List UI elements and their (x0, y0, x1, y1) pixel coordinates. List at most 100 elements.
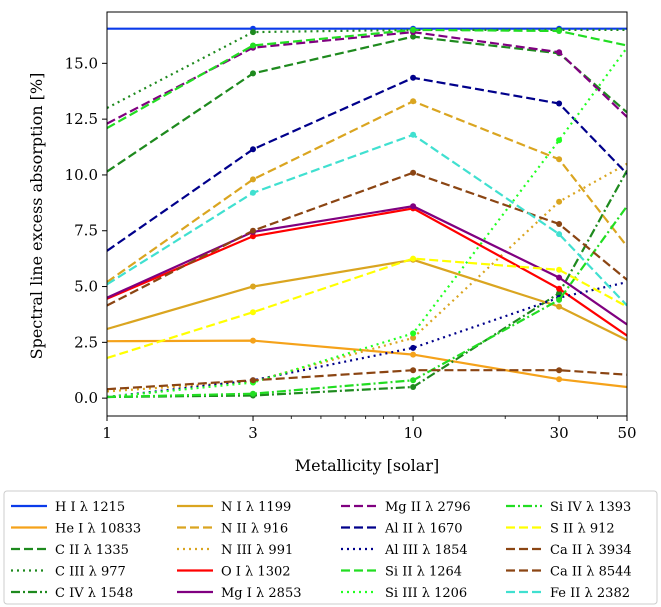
legend-frame (3, 490, 658, 605)
series-3 (107, 26, 627, 109)
legend-item: Ca II λ 8544 (506, 565, 632, 580)
series-6 (107, 98, 627, 283)
data-point (556, 367, 563, 374)
data-point (250, 233, 256, 240)
x-tick-label: 10 (404, 424, 423, 442)
legend-item: C II λ 1335 (11, 543, 129, 558)
plot-frame (106, 11, 628, 417)
legend: H I λ 1215 He I λ 10833 C II λ 1335 C III λ… (3, 490, 658, 605)
data-point (250, 70, 256, 77)
series-line (107, 171, 627, 307)
series-0 (107, 25, 627, 32)
data-point (410, 203, 417, 210)
data-point (556, 376, 563, 383)
legend-item: Ca II λ 3934 (506, 543, 632, 558)
data-point (250, 176, 256, 183)
legend-item: Si II λ 1264 (341, 565, 462, 580)
data-point (410, 351, 417, 358)
data-point (410, 169, 417, 176)
y-tick-label: 0.0 (74, 389, 98, 407)
data-point (556, 49, 563, 56)
data-point (410, 26, 417, 33)
legend-label: Si III λ 1206 (385, 586, 467, 601)
legend-item: O I λ 1302 (177, 565, 291, 580)
data-point (250, 227, 256, 234)
series-line (107, 100, 627, 283)
series-7 (107, 162, 627, 393)
series-line (107, 281, 627, 399)
legend-item: Al II λ 1670 (341, 522, 463, 537)
y-tick-label: 15.0 (65, 54, 98, 72)
series-16 (107, 255, 627, 360)
series-line (107, 47, 627, 399)
data-point (556, 231, 563, 238)
data-point (250, 189, 256, 196)
data-point (556, 137, 563, 144)
legend-item: Fe II λ 2382 (506, 586, 630, 601)
data-point (556, 303, 563, 310)
data-point (410, 367, 417, 374)
legend-label: N III λ 991 (221, 543, 293, 558)
y-tick-label: 12.5 (65, 110, 98, 128)
data-point (410, 74, 417, 81)
x-axis-label: Metallicity [solar] (295, 456, 439, 475)
legend-item: He I λ 10833 (11, 522, 141, 537)
legend-item: Mg II λ 2796 (341, 500, 471, 515)
y-tick-label: 7.5 (74, 222, 98, 240)
x-axis-ticks: 1 3 10 30 50 (102, 416, 637, 442)
y-axis-ticks: 0.0 2.5 5.0 7.5 10.0 12.5 15.0 (65, 54, 107, 407)
legend-label: O I λ 1302 (221, 565, 291, 580)
legend-label: C II λ 1335 (55, 543, 129, 558)
series-11 (107, 74, 627, 252)
data-point (410, 344, 417, 351)
series-4 (107, 169, 627, 399)
data-point (556, 266, 563, 273)
legend-item: H I λ 1215 (11, 500, 125, 515)
plot-area (106, 11, 628, 417)
data-point (250, 390, 256, 397)
legend-label: Ca II λ 3934 (550, 543, 632, 558)
data-point (556, 221, 563, 227)
legend-label: Mg I λ 2853 (221, 586, 302, 601)
data-point (410, 255, 417, 262)
data-point (410, 377, 417, 384)
y-tick-label: 2.5 (74, 333, 98, 351)
data-point (250, 309, 256, 316)
legend-label: C IV λ 1548 (55, 586, 133, 601)
data-point (556, 156, 563, 163)
x-tick-label: 50 (617, 424, 636, 442)
series-line (107, 28, 627, 130)
legend-label: H I λ 1215 (55, 500, 125, 515)
legend-label: N I λ 1199 (221, 500, 291, 515)
series-line (107, 133, 627, 307)
data-point (556, 296, 563, 303)
legend-item: S II λ 912 (506, 522, 615, 537)
series-17 (107, 169, 627, 307)
legend-item: Mg I λ 2853 (177, 586, 302, 601)
legend-item: Si III λ 1206 (341, 586, 467, 601)
x-tick-label: 1 (102, 424, 112, 442)
y-tick-label: 10.0 (65, 166, 98, 184)
data-point (250, 42, 256, 49)
legend-item: N II λ 916 (177, 522, 288, 537)
data-point (250, 283, 256, 290)
data-point (556, 198, 563, 205)
data-point (410, 334, 417, 341)
series-10 (107, 29, 627, 125)
series-15 (107, 205, 627, 399)
y-axis-label: Spectral line excess absorption [%] (27, 73, 46, 360)
data-point (250, 337, 256, 344)
series-line (107, 28, 627, 109)
series-group (107, 25, 627, 399)
legend-label: Si IV λ 1393 (550, 500, 631, 515)
legend-item: Al III λ 1854 (341, 543, 468, 558)
series-13 (107, 26, 627, 130)
data-point (410, 98, 417, 105)
legend-item: N III λ 991 (177, 543, 293, 558)
data-point (410, 131, 417, 138)
legend-label: Ca II λ 8544 (550, 565, 632, 580)
legend-item: C IV λ 1548 (11, 586, 133, 601)
x-tick-label: 3 (248, 424, 258, 442)
legend-label: Al II λ 1670 (384, 522, 463, 537)
